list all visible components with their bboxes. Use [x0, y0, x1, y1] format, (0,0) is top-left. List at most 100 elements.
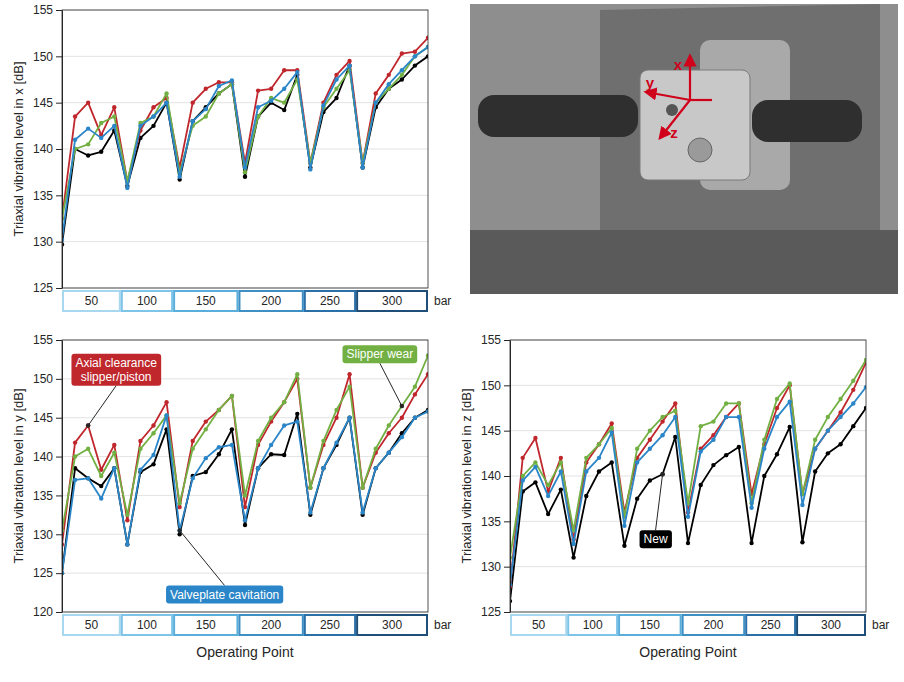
- group-box: [239, 291, 302, 311]
- y-tick: 125: [33, 566, 62, 580]
- series-marker: [151, 453, 155, 457]
- series-marker: [374, 91, 378, 95]
- annotation: New: [640, 472, 672, 548]
- y-tick: 120: [33, 605, 62, 619]
- series-marker: [762, 474, 766, 478]
- series-marker: [99, 484, 103, 488]
- annotation-anchor: [400, 404, 404, 408]
- y-tick-label: 125: [33, 281, 53, 295]
- plot-background: [62, 340, 428, 612]
- grid-line: [62, 56, 428, 57]
- series-marker: [826, 451, 830, 455]
- series-marker: [788, 381, 792, 385]
- series-marker: [295, 372, 299, 376]
- series-marker: [400, 435, 404, 439]
- series-marker: [584, 469, 588, 473]
- y-tick-label: 145: [33, 411, 53, 425]
- y-tick-label: 120: [33, 605, 53, 619]
- series-marker: [374, 447, 378, 451]
- series-marker: [164, 91, 168, 95]
- y-tick-label: 150: [33, 372, 53, 386]
- y-tick-mark: [56, 103, 62, 104]
- series-marker: [243, 175, 247, 179]
- y-tick: 130: [33, 235, 62, 249]
- series-marker: [711, 463, 715, 467]
- series-marker: [724, 453, 728, 457]
- series-marker: [282, 423, 286, 427]
- series-marker: [86, 423, 90, 427]
- series-marker: [138, 124, 142, 128]
- series-marker: [413, 54, 417, 58]
- series-marker: [826, 415, 830, 419]
- series-marker: [282, 400, 286, 404]
- series-marker: [125, 542, 129, 546]
- series-marker: [86, 476, 90, 480]
- group-box: [239, 615, 302, 635]
- group-label: 100: [583, 618, 603, 632]
- series-marker: [191, 100, 195, 104]
- series-line: [510, 408, 866, 601]
- series-marker: [584, 456, 588, 460]
- series-marker: [749, 506, 753, 510]
- series-marker: [413, 50, 417, 54]
- series-marker: [243, 165, 247, 169]
- group-unit: bar: [434, 618, 451, 632]
- series-marker: [813, 447, 817, 451]
- series-marker: [387, 431, 391, 435]
- group-box: [683, 615, 745, 635]
- series-marker: [851, 424, 855, 428]
- series-marker: [559, 456, 563, 460]
- group-label: 50: [85, 618, 99, 632]
- group-band: 50100150200250300bar: [63, 615, 451, 635]
- annotation-box: [166, 586, 283, 604]
- plot-background: [62, 10, 428, 288]
- series-marker: [400, 51, 404, 55]
- y-tick: 130: [33, 528, 62, 542]
- series-marker: [112, 114, 116, 118]
- group-label: 300: [382, 294, 402, 308]
- series-marker: [321, 466, 325, 470]
- group-label: 250: [320, 618, 340, 632]
- series-marker: [334, 416, 338, 420]
- series-marker: [334, 77, 338, 81]
- series-marker: [400, 404, 404, 408]
- grid-line: [510, 430, 866, 431]
- series-marker: [308, 485, 312, 489]
- y-tick-mark: [56, 612, 62, 613]
- series-marker: [282, 100, 286, 104]
- annotation-box: [640, 530, 672, 548]
- series-marker: [86, 476, 90, 480]
- series-marker: [533, 436, 537, 440]
- series-marker: [749, 541, 753, 545]
- y-tick-mark: [504, 385, 510, 386]
- page: 125130135140145150155Triaxial vibration …: [0, 0, 904, 682]
- series-marker: [295, 412, 299, 416]
- y-axis-line: [62, 11, 63, 289]
- photo-background: [470, 4, 898, 294]
- grid-line: [510, 566, 866, 567]
- series-marker: [347, 416, 351, 420]
- series-marker: [813, 469, 817, 473]
- series-marker: [360, 485, 364, 489]
- series-marker: [521, 478, 525, 482]
- series-marker: [125, 186, 129, 190]
- group-box: [174, 291, 237, 311]
- series-marker: [347, 59, 351, 63]
- series-marker: [191, 447, 195, 451]
- series-marker: [635, 496, 639, 500]
- group-label: 100: [137, 618, 157, 632]
- series-marker: [546, 512, 550, 516]
- group-label: 150: [196, 294, 216, 308]
- series-marker: [230, 394, 234, 398]
- group-box: [63, 291, 120, 311]
- photo-axis-arrow: [646, 92, 690, 100]
- series-marker: [400, 73, 404, 77]
- group-band: 50100150200250300bar: [511, 615, 889, 635]
- series-marker: [204, 107, 208, 111]
- y-tick-mark: [504, 521, 510, 522]
- series-marker: [762, 438, 766, 442]
- series-marker: [826, 428, 830, 432]
- series-marker: [546, 494, 550, 498]
- series-marker: [533, 460, 537, 464]
- series-marker: [217, 408, 221, 412]
